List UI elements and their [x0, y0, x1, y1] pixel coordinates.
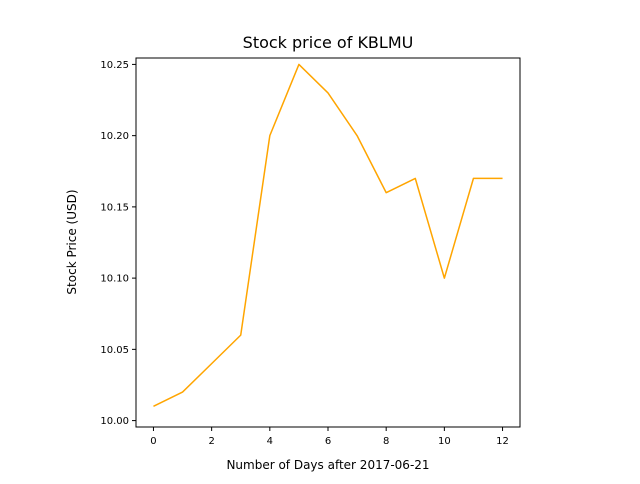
x-tick-label: 2	[208, 436, 214, 447]
chart-title: Stock price of KBLMU	[243, 33, 414, 52]
y-tick-label: 10.25	[100, 60, 129, 71]
y-tick-label: 10.10	[100, 274, 129, 285]
y-tick-label: 10.15	[100, 202, 129, 213]
x-tick-label: 0	[150, 436, 156, 447]
y-tick-label: 10.20	[100, 131, 129, 142]
x-tick-label: 12	[496, 436, 509, 447]
y-tick-label: 10.05	[100, 345, 129, 356]
x-axis-label: Number of Days after 2017-06-21	[226, 458, 429, 472]
y-tick-label: 10.00	[100, 416, 129, 427]
x-tick-label: 8	[383, 436, 389, 447]
y-axis-label: Stock Price (USD)	[65, 189, 79, 294]
x-tick-label: 10	[438, 436, 451, 447]
x-tick-label: 4	[267, 436, 273, 447]
x-tick-label: 6	[325, 436, 331, 447]
